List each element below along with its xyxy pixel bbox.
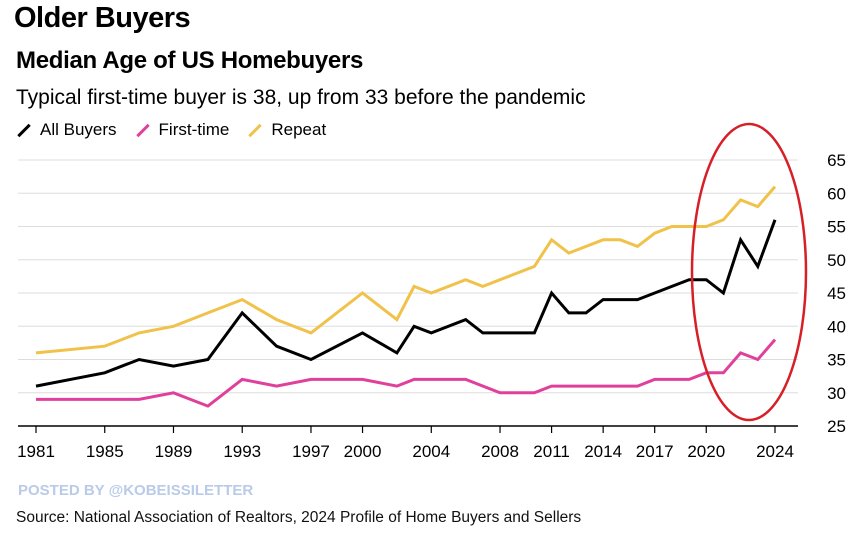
chart-kicker: Older Buyers: [14, 2, 191, 34]
x-tick-label-2004: 2004: [412, 442, 450, 461]
x-tick-label-1993: 1993: [223, 442, 261, 461]
x-tick-label-2020: 2020: [687, 442, 725, 461]
y-tick-label-45: 45: [827, 284, 846, 303]
y-tick-label-50: 50: [827, 251, 846, 270]
source-note: Source: National Association of Realtors…: [16, 509, 582, 526]
series-line-all-buyers: [35, 219, 777, 388]
annotation-ellipse: [690, 122, 808, 422]
legend-item-first-time: First-time: [135, 120, 230, 140]
y-tick-label-35: 35: [827, 351, 846, 370]
legend-item-repeat: Repeat: [247, 120, 326, 140]
x-tick-label-2008: 2008: [481, 442, 519, 461]
x-tick-label-1981: 1981: [17, 442, 55, 461]
y-tick-label-30: 30: [827, 384, 846, 403]
x-tick-label-2017: 2017: [636, 442, 674, 461]
chart-title: Median Age of US Homebuyers: [16, 47, 364, 74]
x-tick-label-2014: 2014: [584, 442, 622, 461]
legend-label-repeat: Repeat: [271, 120, 327, 139]
y-tick-label-55: 55: [827, 218, 846, 237]
legend-label-all-buyers: All Buyers: [40, 120, 117, 139]
x-tick-label-1997: 1997: [292, 442, 330, 461]
legend-label-first-time: First-time: [158, 120, 230, 139]
x-tick-label-1985: 1985: [86, 442, 124, 461]
series-line-repeat: [35, 185, 777, 355]
x-tick-label-2011: 2011: [533, 442, 570, 461]
y-tick-label-25: 25: [827, 417, 846, 436]
y-tick-label-65: 65: [827, 151, 846, 170]
x-tick-label-2024: 2024: [756, 442, 794, 461]
y-tick-label-40: 40: [827, 317, 846, 336]
legend-item-all-buyers: All Buyers: [16, 120, 117, 140]
watermark: POSTED BY @KOBEISSILETTER: [18, 482, 254, 499]
chart-subtitle: Typical first-time buyer is 38, up from …: [16, 86, 586, 109]
chart-legend: All Buyers First-time Repeat: [16, 120, 344, 140]
series-line-first-time: [36, 338, 777, 408]
x-tick-label-2000: 2000: [344, 442, 382, 461]
x-tick-label-1989: 1989: [155, 442, 193, 461]
y-tick-label-60: 60: [827, 184, 846, 203]
